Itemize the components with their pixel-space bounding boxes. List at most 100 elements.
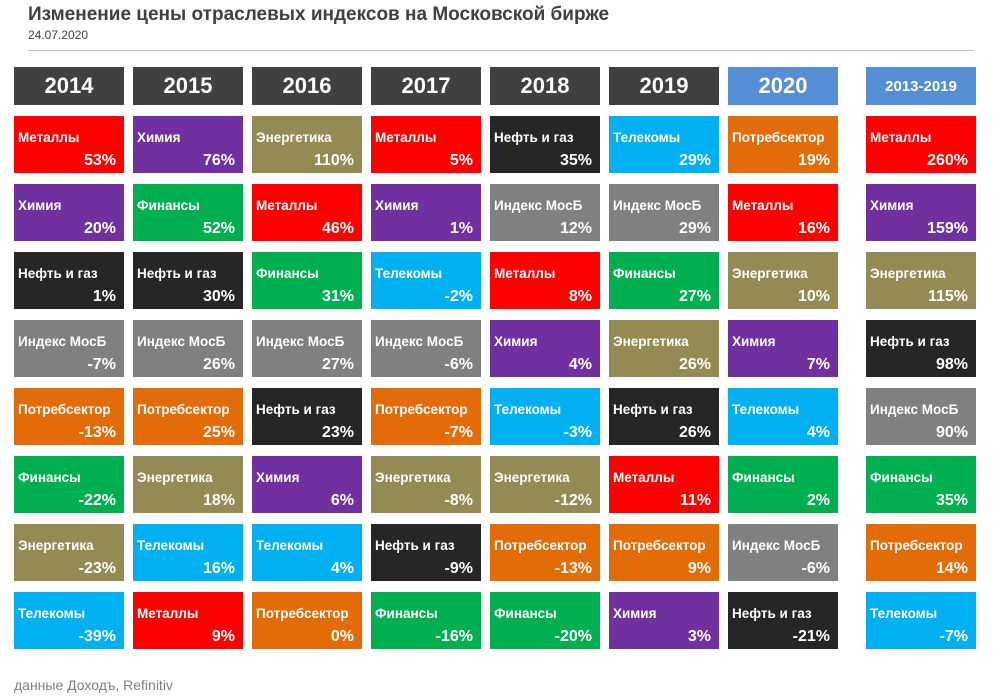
value-label: -16% (435, 628, 473, 645)
value-label: -2% (444, 288, 473, 305)
value-label: 30% (202, 288, 235, 305)
value-label: -3% (563, 424, 592, 441)
sector-cell: Финансы 2% (728, 456, 838, 513)
value-label: 4% (806, 424, 830, 441)
sector-cell: Металлы 11% (609, 456, 719, 513)
sector-cell: Индекс МосБ 27% (252, 320, 362, 377)
value-label: -8% (444, 492, 473, 509)
sector-cell: Нефть и газ -21% (728, 592, 838, 649)
sector-cell: Металлы 9% (133, 592, 243, 649)
sector-name: Металлы (256, 198, 318, 213)
column-header: 2014 (14, 67, 124, 105)
sector-name: Индекс МосБ (137, 334, 226, 349)
value-label: -39% (78, 628, 116, 645)
sector-name: Металлы (732, 198, 794, 213)
sector-name: Телекомы (494, 402, 562, 417)
value-label: 8% (568, 288, 592, 305)
value-label: 6% (330, 492, 354, 509)
sector-cell: Потребсектор -13% (490, 524, 600, 581)
sector-name: Финансы (18, 470, 81, 485)
sector-cell: Телекомы -7% (866, 592, 976, 649)
value-label: 25% (202, 424, 235, 441)
sector-cell: Финансы 31% (252, 252, 362, 309)
column-header: 2020 (728, 67, 838, 105)
value-label: 0% (330, 628, 354, 645)
sector-cell: Энергетика 110% (252, 116, 362, 173)
sector-cell: Металлы 16% (728, 184, 838, 241)
sector-name: Энергетика (732, 266, 808, 281)
value-label: 11% (679, 492, 711, 509)
value-label: 12% (559, 220, 592, 237)
sector-cell: Нефть и газ -9% (371, 524, 481, 581)
sector-cell: Телекомы -39% (14, 592, 124, 649)
sector-name: Металлы (375, 130, 437, 145)
value-label: -7% (939, 628, 968, 645)
sector-name: Потребсектор (375, 402, 468, 417)
sector-cell: Индекс МосБ 26% (133, 320, 243, 377)
sector-cell: Телекомы -2% (371, 252, 481, 309)
sector-name: Индекс МосБ (870, 402, 959, 417)
source: данные Доходъ, Refinitiv (14, 677, 173, 693)
sector-name: Энергетика (375, 470, 451, 485)
value-label: -12% (554, 492, 592, 509)
sector-cell: Химия 159% (866, 184, 976, 241)
value-label: 18% (202, 492, 235, 509)
value-label: 98% (935, 356, 968, 373)
column-header: 2018 (490, 67, 600, 105)
sector-cell: Финансы 27% (609, 252, 719, 309)
sector-cell: Химия 7% (728, 320, 838, 377)
sector-name: Индекс МосБ (256, 334, 345, 349)
value-label: -20% (554, 628, 592, 645)
sector-cell: Финансы -22% (14, 456, 124, 513)
sector-name: Потребсектор (137, 402, 230, 417)
sector-name: Потребсектор (256, 606, 349, 621)
sector-name: Телекомы (732, 402, 800, 417)
sector-cell: Финансы 35% (866, 456, 976, 513)
sector-cell: Финансы 52% (133, 184, 243, 241)
sector-cell: Индекс МосБ -7% (14, 320, 124, 377)
sector-name: Металлы (137, 606, 199, 621)
sector-cell: Энергетика -8% (371, 456, 481, 513)
sector-cell: Нефть и газ 26% (609, 388, 719, 445)
sector-name: Нефть и газ (732, 606, 812, 621)
sector-cell: Индекс МосБ 12% (490, 184, 600, 241)
value-label: 35% (559, 152, 592, 169)
sector-cell: Индекс МосБ 90% (866, 388, 976, 445)
sector-cell: Нефть и газ 98% (866, 320, 976, 377)
value-label: 76% (202, 152, 235, 169)
sector-name: Индекс МосБ (18, 334, 107, 349)
sector-name: Индекс МосБ (375, 334, 464, 349)
sector-cell: Энергетика -12% (490, 456, 600, 513)
value-label: 26% (202, 356, 235, 373)
value-label: -13% (78, 424, 116, 441)
value-label: 27% (678, 288, 711, 305)
sector-name: Финансы (494, 606, 557, 621)
sector-cell: Телекомы -3% (490, 388, 600, 445)
sector-cell: Потребсектор -7% (371, 388, 481, 445)
sector-cell: Финансы -20% (490, 592, 600, 649)
sector-cell: Потребсектор -13% (14, 388, 124, 445)
sector-name: Нефть и газ (256, 402, 336, 417)
value-label: 90% (935, 424, 968, 441)
sector-name: Финансы (870, 470, 933, 485)
sector-name: Металлы (494, 266, 556, 281)
sector-name: Химия (137, 130, 181, 145)
sector-name: Телекомы (870, 606, 938, 621)
value-label: 31% (321, 288, 354, 305)
sector-cell: Нефть и газ 1% (14, 252, 124, 309)
value-label: 16% (797, 220, 830, 237)
sector-name: Финансы (137, 198, 200, 213)
sector-name: Химия (732, 334, 776, 349)
value-label: 115% (927, 288, 968, 305)
sector-cell: Химия 4% (490, 320, 600, 377)
column-header: 2013-2019 (866, 67, 976, 105)
sector-cell: Металлы 8% (490, 252, 600, 309)
sector-name: Энергетика (494, 470, 570, 485)
sector-name: Металлы (613, 470, 675, 485)
value-label: 14% (935, 560, 968, 577)
sector-name: Потребсектор (732, 130, 825, 145)
value-label: -13% (554, 560, 592, 577)
sector-name: Энергетика (18, 538, 94, 553)
value-label: 159% (927, 220, 968, 237)
